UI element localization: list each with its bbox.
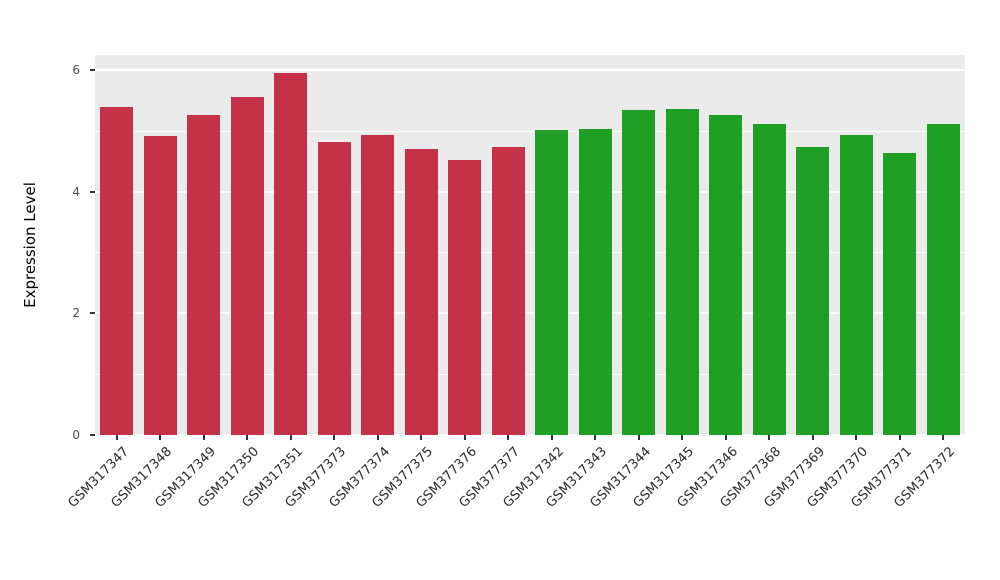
major-gridline xyxy=(95,190,965,193)
bar-GSM377368 xyxy=(752,124,786,435)
x-tick-mark xyxy=(681,435,684,440)
bar-GSM377374 xyxy=(361,134,395,435)
x-tick-mark xyxy=(115,435,118,440)
y-tick-mark xyxy=(90,434,95,436)
bar-GSM317344 xyxy=(622,110,656,435)
minor-gridline xyxy=(95,373,965,375)
x-tick-mark xyxy=(637,435,640,440)
x-tick-mark xyxy=(594,435,597,440)
x-tick-mark xyxy=(289,435,292,440)
major-gridline xyxy=(95,69,965,72)
bar-GSM377370 xyxy=(839,134,873,435)
x-tick-mark xyxy=(898,435,901,440)
bar-GSM317349 xyxy=(187,115,221,435)
x-tick-mark xyxy=(811,435,814,440)
major-gridline xyxy=(95,434,965,435)
bar-GSM317351 xyxy=(274,73,308,435)
x-tick-mark xyxy=(942,435,945,440)
bar-GSM317348 xyxy=(143,135,177,435)
bar-GSM377369 xyxy=(796,146,830,435)
x-tick-mark xyxy=(159,435,162,440)
major-gridline xyxy=(95,312,965,315)
y-tick-mark xyxy=(90,312,95,315)
x-tick-mark xyxy=(376,435,379,440)
bar-GSM317347 xyxy=(100,106,134,435)
plot-panel xyxy=(95,55,965,435)
x-tick-mark xyxy=(333,435,336,440)
x-tick-mark xyxy=(855,435,858,440)
y-tick-mark xyxy=(90,69,95,72)
bar-GSM377377 xyxy=(491,146,525,435)
bar-GSM317343 xyxy=(578,128,612,435)
y-tick-label: 4 xyxy=(72,184,80,199)
x-tick-mark xyxy=(724,435,727,440)
minor-gridline xyxy=(95,252,965,254)
bar-GSM317345 xyxy=(665,108,699,435)
bar-GSM317350 xyxy=(230,96,264,435)
x-tick-mark xyxy=(550,435,553,440)
bar-GSM377371 xyxy=(883,152,917,435)
y-tick-label: 2 xyxy=(72,306,80,321)
x-tick-mark xyxy=(463,435,466,440)
y-tick-mark xyxy=(90,190,95,193)
x-tick-mark xyxy=(420,435,423,440)
y-axis-title: Expression Level xyxy=(21,182,39,308)
bar-GSM317346 xyxy=(709,114,743,435)
bar-GSM377372 xyxy=(926,123,960,435)
y-tick-label: 0 xyxy=(72,428,80,442)
bar-GSM377373 xyxy=(317,141,351,435)
bar-GSM377376 xyxy=(448,159,482,435)
x-tick-mark xyxy=(246,435,249,440)
x-tick-mark xyxy=(768,435,771,440)
bar-GSM377375 xyxy=(404,149,438,435)
minor-gridline xyxy=(95,130,965,132)
y-tick-label: 6 xyxy=(72,63,80,78)
bar-GSM317342 xyxy=(535,130,569,435)
x-tick-mark xyxy=(202,435,205,440)
x-tick-mark xyxy=(507,435,510,440)
